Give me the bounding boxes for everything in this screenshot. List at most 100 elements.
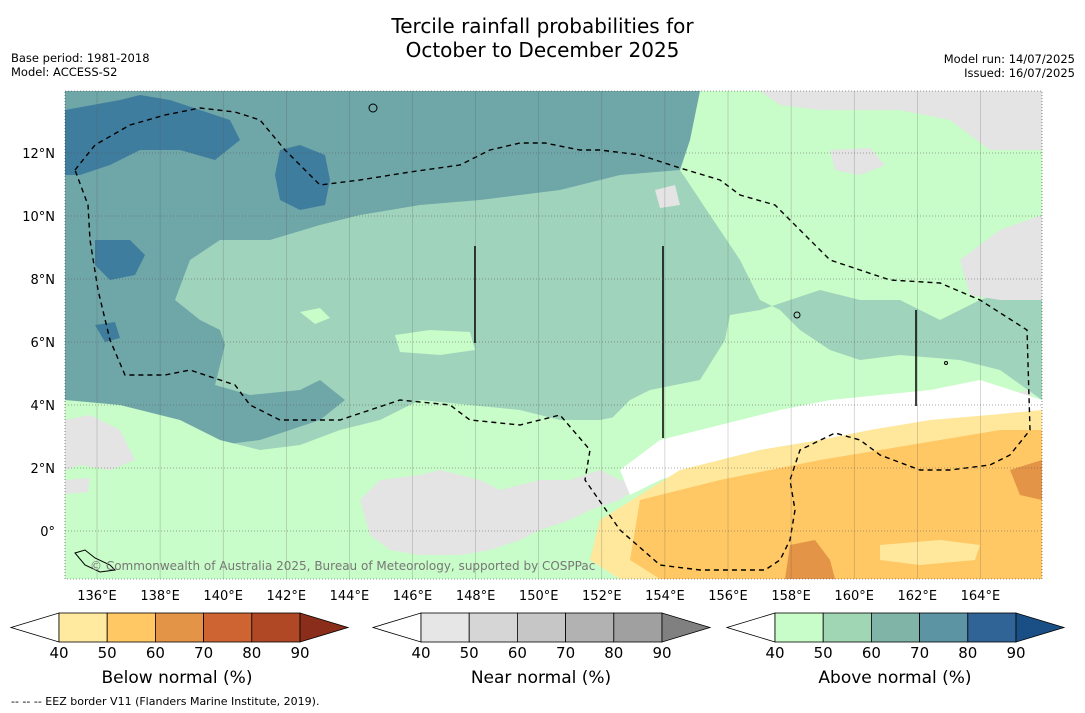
colorbar-segment	[517, 612, 567, 643]
colorbar-tick-label: 90	[290, 644, 309, 662]
map-title: Tercile rainfall probabilities for Octob…	[0, 14, 1085, 62]
lat-label: 10°N	[22, 210, 55, 225]
island-small-1	[944, 361, 948, 365]
colorbar-segment	[565, 612, 615, 643]
lat-label: 2°N	[31, 462, 56, 477]
above-50-patch-a	[395, 330, 475, 355]
lat-label: 4°N	[31, 399, 56, 414]
near-normal-patch-north	[830, 148, 885, 175]
colorbar-segment	[203, 612, 253, 643]
issued-date: Issued: 16/07/2025	[964, 66, 1075, 80]
map-field	[65, 91, 1042, 579]
lon-label: 138°E	[140, 589, 180, 604]
colorbar-tick-label: 70	[910, 644, 929, 662]
base-period: Base period: 1981-2018	[11, 51, 150, 65]
colorbar-segment	[822, 612, 872, 643]
colorbar-segment	[613, 612, 663, 643]
lon-label: 140°E	[203, 589, 243, 604]
lon-label: 160°E	[834, 589, 874, 604]
near-normal-patch-west-2	[65, 478, 90, 494]
island-palau	[74, 549, 117, 573]
lon-label: 164°E	[961, 589, 1001, 604]
colorbar-tick-label: 90	[652, 644, 671, 662]
colorbar-extend-low	[9, 612, 60, 643]
island-pohnpei	[793, 311, 801, 319]
above-80-patch-3	[95, 240, 145, 280]
latitude-labels: 12°N 10°N 8°N 6°N 4°N 2°N 0°	[22, 147, 55, 540]
above-70-region-west	[65, 91, 740, 470]
colorbar-segment	[154, 612, 204, 643]
model-name: Model: ACCESS-S2	[11, 65, 118, 79]
colorbar-segment	[58, 612, 108, 643]
colorbar-tick-label: 70	[194, 644, 213, 662]
map-frame	[64, 90, 1043, 580]
above-70-region-north	[410, 91, 740, 180]
colorbar-tick-label: 60	[146, 644, 165, 662]
lon-label: 156°E	[708, 589, 748, 604]
title-line-2: October to December 2025	[405, 38, 680, 62]
island-guam	[368, 103, 378, 113]
eez-footnote: -- -- -- EEZ border V11 (Flanders Marine…	[11, 695, 320, 708]
above-50-region-south-west	[65, 400, 700, 550]
longitude-labels: 136°E 138°E 140°E 142°E 144°E 146°E 148°E 150°E…	[77, 589, 1000, 604]
near-normal-patch-northeast	[985, 98, 1040, 135]
colorbar-segment	[967, 612, 1017, 643]
colorbar-1: 40 50 60 70 80 90	[371, 612, 712, 662]
colorbar-segment	[420, 612, 470, 643]
eez-borders	[74, 107, 1031, 571]
model-run: Model run: 14/07/2025	[943, 52, 1075, 66]
colorbar-2: 40 50 60 70 80 90	[725, 612, 1066, 662]
colorbar-tick-label: 80	[604, 644, 623, 662]
colorbar-tick-label: 80	[958, 644, 977, 662]
colorbar-extend-high	[1015, 612, 1066, 643]
colorbar-title-below: Below normal (%)	[101, 668, 253, 688]
colorbar-extend-high	[299, 612, 350, 643]
lon-label: 154°E	[645, 589, 685, 604]
lon-label: 150°E	[519, 589, 559, 604]
meta-right: Model run: 14/07/2025 Issued: 16/07/2025	[944, 52, 1075, 80]
colorbar-segment	[774, 612, 824, 643]
copyright-text: © Commonwealth of Australia 2025, Bureau…	[90, 559, 595, 573]
colorbar-tick-label: 50	[98, 644, 117, 662]
colorbar-tick-label: 90	[1006, 644, 1025, 662]
colorbars: 40 50 60 70 80 90 40 50 60 70 80 90 40 50 60 70 80 90	[9, 612, 1066, 662]
lat-label: 12°N	[22, 147, 55, 162]
lat-label: 6°N	[31, 336, 56, 351]
lon-label: 144°E	[330, 589, 370, 604]
no-dominant-band	[620, 380, 1042, 495]
colorbar-extend-low	[371, 612, 422, 643]
above-50-region-central-east	[690, 91, 860, 230]
lon-label: 152°E	[582, 589, 622, 604]
colorbar-title-above: Above normal (%)	[818, 668, 972, 688]
colorbar-segment	[468, 612, 518, 643]
below-60-patch-south	[785, 540, 835, 579]
gridlines	[64, 90, 1043, 580]
colorbar-tick-label: 60	[508, 644, 527, 662]
lon-label: 148°E	[456, 589, 496, 604]
colorbar-segment	[871, 612, 921, 643]
colorbar-tick-label: 40	[411, 644, 430, 662]
lat-label: 8°N	[31, 273, 56, 288]
colorbar-segment	[919, 612, 969, 643]
near-normal-patch-mid	[655, 185, 680, 208]
near-normal-region-east	[760, 91, 1042, 150]
lon-label: 146°E	[393, 589, 433, 604]
below-60-patch-east	[1010, 460, 1042, 500]
colorbar-tick-label: 40	[765, 644, 784, 662]
colorbar-segment	[251, 612, 301, 643]
near-normal-region-west	[65, 415, 135, 470]
lat-label: 0°	[40, 525, 55, 540]
above-80-patch-1	[65, 95, 240, 175]
colorbar-tick-label: 80	[242, 644, 261, 662]
above-50-patch-b	[300, 308, 330, 324]
colorbar-tick-label: 60	[862, 644, 881, 662]
colorbar-tick-label: 70	[556, 644, 575, 662]
lon-label: 158°E	[771, 589, 811, 604]
eez-palau-fsm-west	[74, 107, 1031, 571]
colorbar-extend-high	[661, 612, 712, 643]
colorbar-extend-low	[725, 612, 776, 643]
lon-label: 142°E	[267, 589, 307, 604]
lon-label: 162°E	[898, 589, 938, 604]
above-80-patch-2	[275, 145, 330, 210]
